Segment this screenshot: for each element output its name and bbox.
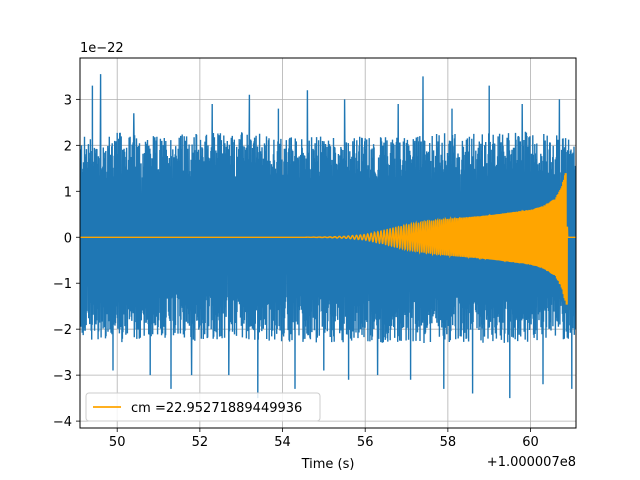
legend: cm =22.95271889449936 <box>85 392 321 422</box>
x-tick-label: 58 <box>440 435 457 450</box>
y-axis: −4 −3 −2 −1 0 1 2 3 <box>53 93 80 430</box>
y-tick-label: 1 <box>64 185 72 200</box>
plot-frame <box>79 57 577 429</box>
x-axis: 50 52 54 56 58 60 <box>109 428 539 450</box>
x-offset-label: +1.000007e8 <box>487 455 576 470</box>
y-tick-label: 0 <box>64 231 72 246</box>
y-tick-label: −2 <box>53 323 72 338</box>
x-axis-label: Time (s) <box>301 457 355 472</box>
x-tick-label: 50 <box>109 435 126 450</box>
y-tick-label: −1 <box>53 277 72 292</box>
x-tick-label: 56 <box>357 435 374 450</box>
strain-noise-line <box>80 74 576 399</box>
x-tick-label: 60 <box>522 435 539 450</box>
legend-box <box>85 392 321 422</box>
y-tick-label: −4 <box>53 415 72 430</box>
series-layer <box>80 74 576 399</box>
y-scale-label: 1e−22 <box>80 41 124 56</box>
template-chirp-line <box>80 173 576 305</box>
y-tick-label: 2 <box>64 139 72 154</box>
x-tick-label: 54 <box>274 435 291 450</box>
y-tick-label: 3 <box>64 93 72 108</box>
x-tick-label: 52 <box>192 435 209 450</box>
legend-label: cm =22.95271889449936 <box>131 401 302 416</box>
y-tick-label: −3 <box>53 369 72 384</box>
